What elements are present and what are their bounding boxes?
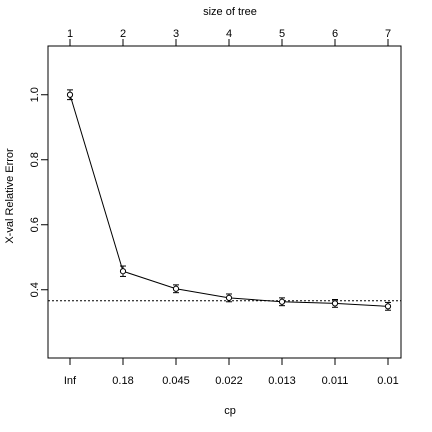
top-tick-label: 2 [120,28,126,40]
data-point [384,303,392,310]
data-point [278,298,286,305]
x-tick-label: 0.01 [377,375,398,387]
data-point [225,294,233,301]
plot-layer: Inf 0.18 0.045 0.022 0.013 0.011 0.011 2 3 4 5 6 70.… [29,28,402,387]
x-tick-label: 0.18 [112,375,133,387]
data-point [172,285,180,292]
data-point [119,268,127,275]
top-tick-label: 7 [385,28,391,40]
top-tick-label: 4 [226,28,232,40]
x-tick-label: 0.045 [162,375,190,387]
x-axis-title: cp [224,405,236,417]
data-point [331,300,339,307]
data-point [66,91,74,98]
y-tick-label: 0.8 [29,152,41,167]
y-tick-label: 0.4 [29,282,41,297]
top-tick-label: 3 [173,28,179,40]
y-tick-label: 1.0 [29,87,41,102]
y-tick-label: 0.6 [29,217,41,232]
top-tick-label: 5 [279,28,285,40]
top-tick-label: 6 [332,28,338,40]
top-axis-title: size of tree [203,6,257,18]
plot-frame [47,45,402,359]
x-tick-label: 0.013 [268,375,296,387]
x-tick-label: 0.022 [215,375,243,387]
x-tick-label: 0.011 [322,375,349,387]
y-axis-title: X-val Relative Error [4,148,16,244]
x-tick-label: Inf [64,375,77,387]
top-tick-label: 1 [67,28,73,40]
